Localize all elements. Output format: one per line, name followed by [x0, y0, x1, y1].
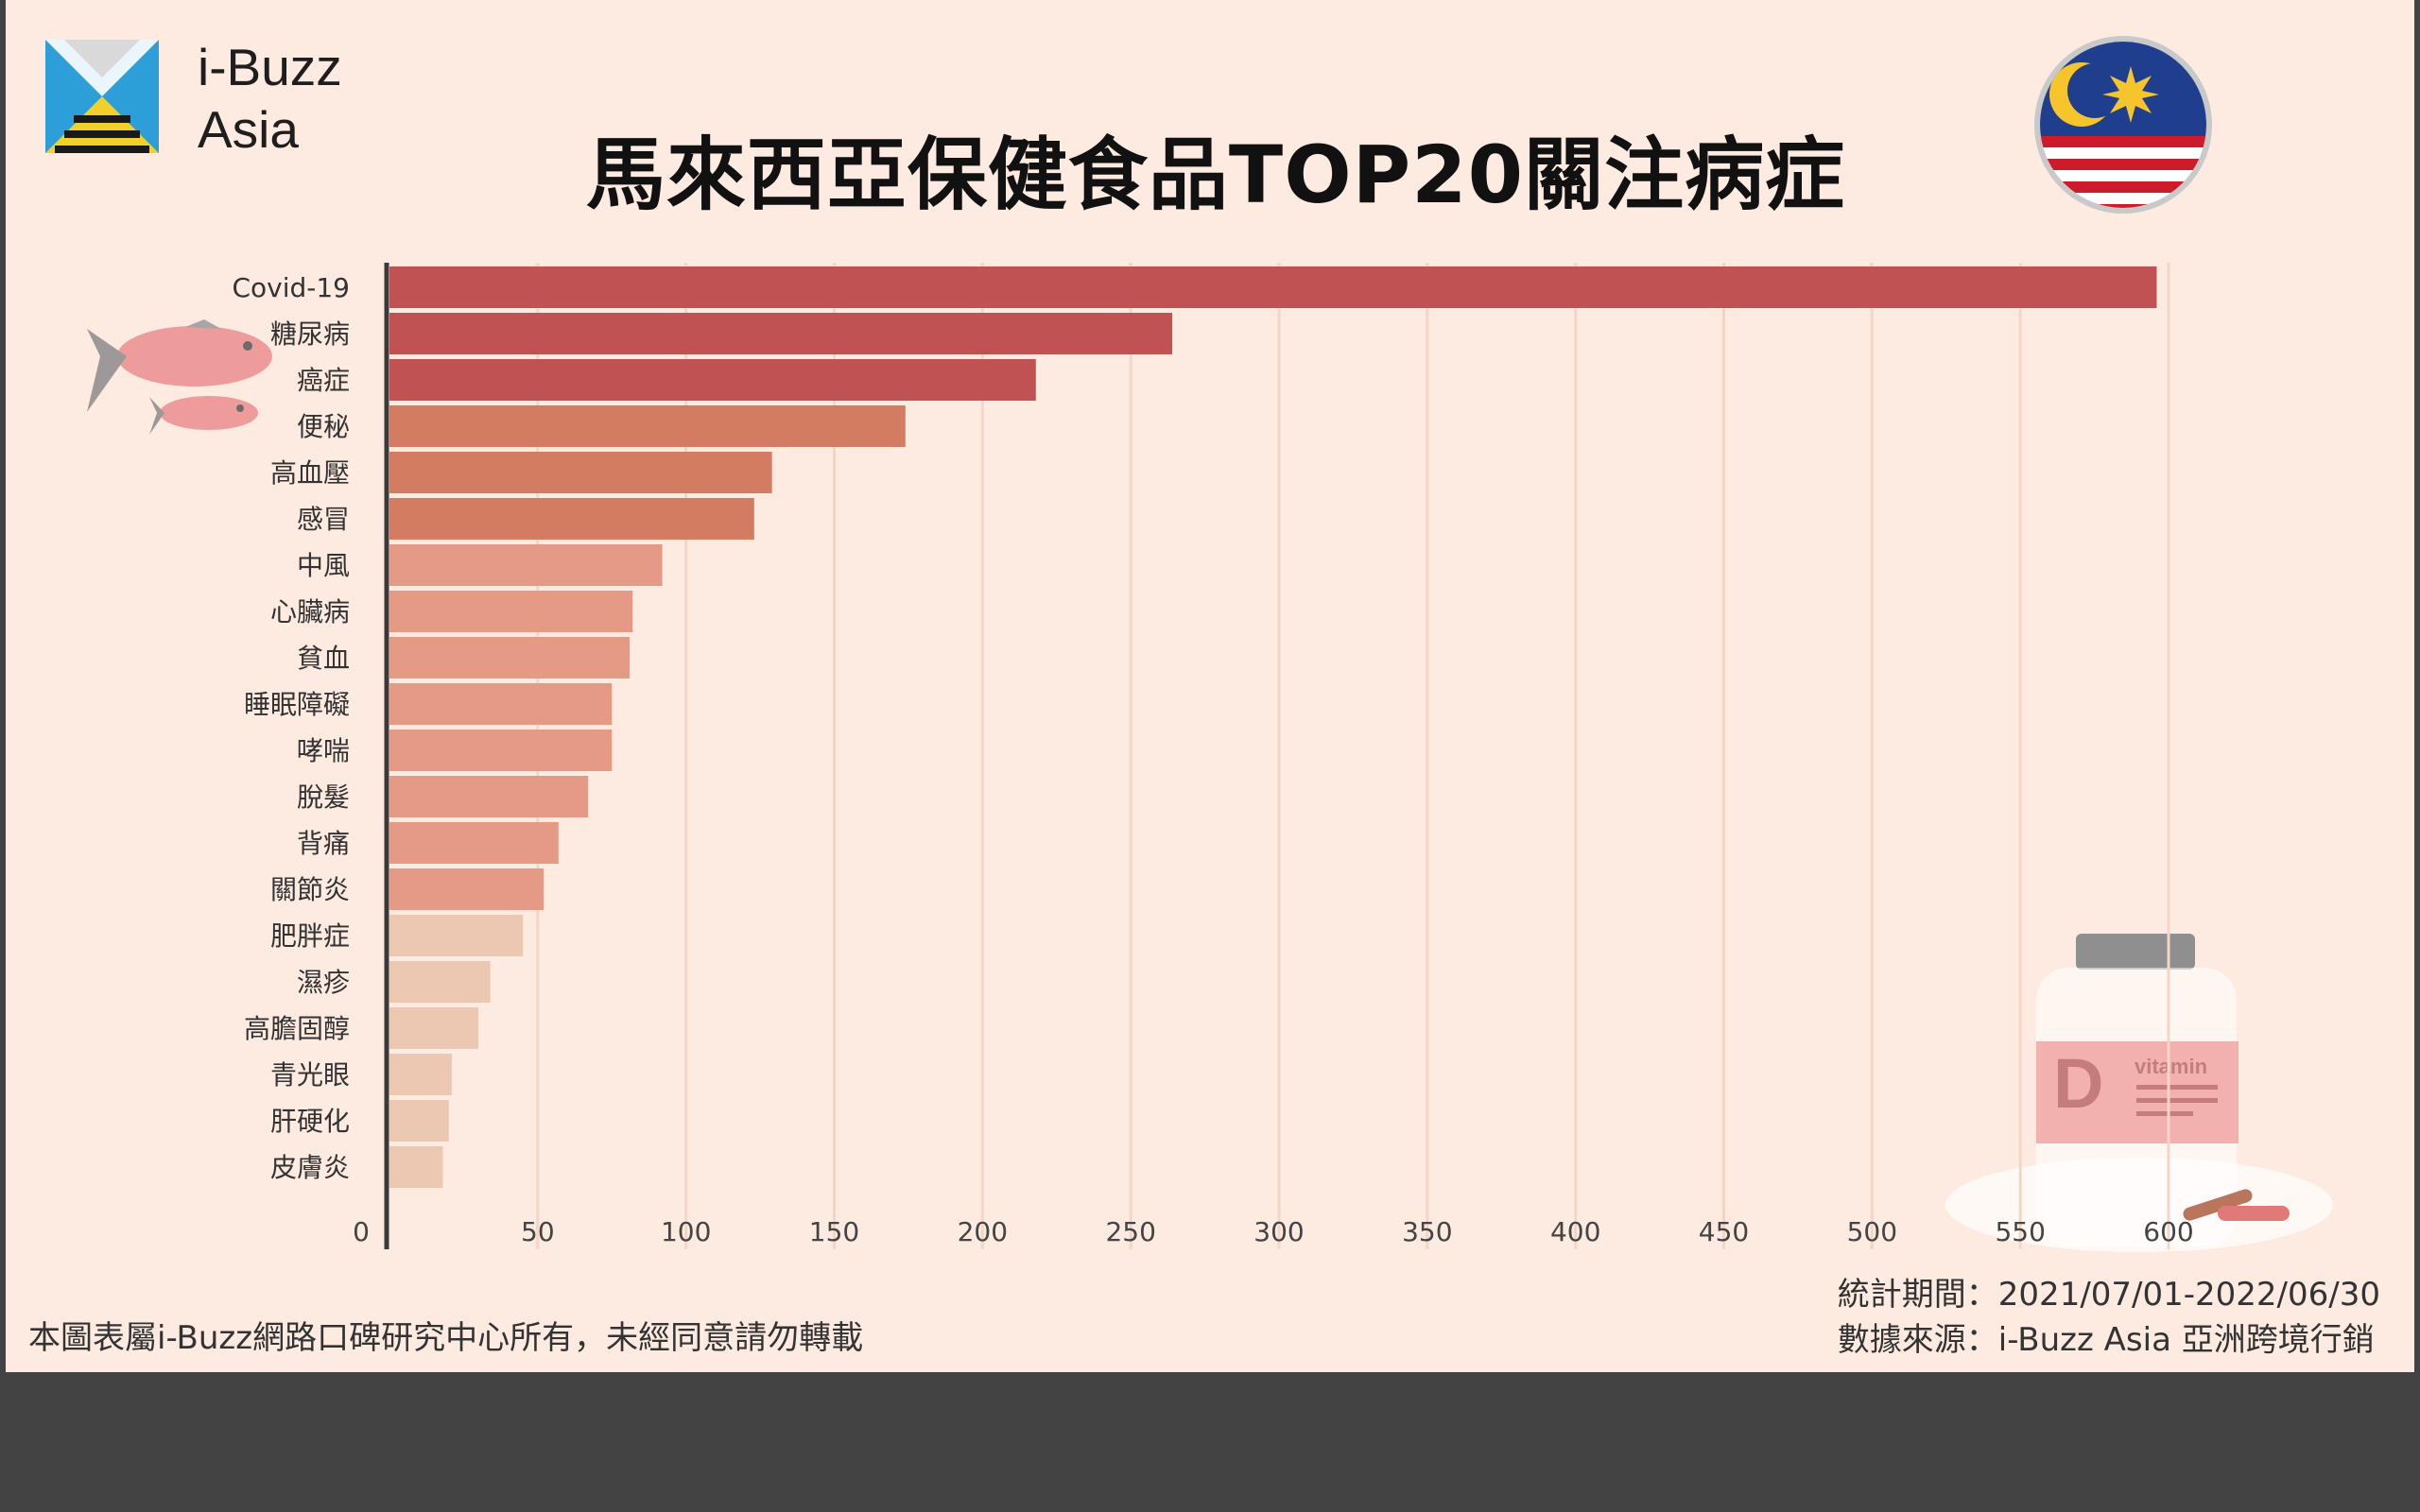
bar	[389, 1007, 479, 1049]
x-tick-label: 400	[1550, 1216, 1600, 1247]
bar	[389, 1146, 443, 1188]
bar	[389, 591, 633, 632]
brand-name-line1: i-Buzz	[198, 38, 342, 96]
ibuzz-logo-icon	[45, 40, 159, 153]
x-tick-label: 300	[1253, 1216, 1304, 1247]
bar	[389, 683, 613, 725]
category-label: 皮膚炎	[270, 1152, 350, 1183]
x-tick-label: 550	[1995, 1216, 2045, 1247]
data-meta-block: 統計期間：2021/07/01-2022/06/30 數據來源：i-Buzz A…	[1838, 1272, 2380, 1363]
data-source: 數據來源：i-Buzz Asia 亞洲跨境行銷	[1837, 1321, 2375, 1359]
bar	[389, 822, 559, 864]
bar	[389, 359, 1036, 401]
category-label: 肥胖症	[270, 920, 350, 952]
chart-canvas: D vitamin Covid-19 糖尿病癌症便秘高血壓感冒中風心臟病貧血睡眠障…	[45, 36, 2333, 1252]
category-label: 貧血	[297, 643, 350, 674]
x-tick-label: 100	[661, 1216, 711, 1247]
category-label: 癌症	[297, 365, 350, 396]
bar	[389, 730, 613, 771]
x-tick-label: 500	[1847, 1216, 1897, 1247]
category-label: 便秘	[297, 411, 350, 442]
bar	[389, 266, 2157, 308]
chart-title: 馬來西亞保健食品TOP20關注病症	[585, 129, 1846, 221]
bar	[389, 1100, 449, 1142]
chart-category-labels: Covid-19 糖尿病癌症便秘高血壓感冒中風心臟病貧血睡眠障礙哮喘脫髮背痛關節炎…	[232, 272, 350, 1183]
infographic-card: D vitamin Covid-19 糖尿病癌症便秘高血壓感冒中風心臟病貧血睡眠障…	[6, 0, 2414, 1372]
vitamin-bottle-icon: D vitamin	[1945, 934, 2333, 1252]
category-label: 高膽固醇	[244, 1013, 350, 1044]
category-label: 感冒	[297, 504, 350, 535]
bar	[389, 313, 1173, 354]
category-label: 中風	[297, 550, 350, 581]
chart-bars	[389, 266, 2157, 1188]
category-label: 關節炎	[270, 874, 350, 905]
bar	[389, 452, 772, 493]
category-label: 青光眼	[270, 1059, 350, 1091]
category-label: 肝硬化	[270, 1106, 350, 1137]
bottle-label-letter: D	[2053, 1044, 2103, 1123]
category-label: 哮喘	[297, 735, 350, 766]
category-label: 睡眠障礙	[244, 689, 350, 720]
x-tick-label: 250	[1105, 1216, 1155, 1247]
brand-logo-text: i-Buzz Asia	[198, 36, 342, 161]
x-tick-label: 200	[958, 1216, 1008, 1247]
bar	[389, 498, 754, 540]
bar	[389, 868, 544, 910]
bar	[389, 915, 524, 956]
copyright-notice: 本圖表屬i-Buzz網路口碑研究中心所有，未經同意請勿轉載	[28, 1319, 864, 1357]
category-label: 背痛	[297, 828, 350, 859]
bar	[389, 544, 663, 586]
bottle-label-word: vitamin	[2135, 1055, 2207, 1078]
category-label: 心臟病	[270, 596, 350, 627]
x-tick-label: 450	[1699, 1216, 1749, 1247]
bar	[389, 1054, 452, 1095]
x-tick-label: 50	[521, 1216, 555, 1247]
category-label: 脫髮	[297, 782, 350, 813]
statistics-period: 統計期間：2021/07/01-2022/06/30	[1837, 1276, 2380, 1314]
x-tick-label: 150	[809, 1216, 859, 1247]
chart-tick-labels: 0 50 100 150 200 250 300 350 400 450 500 550 600	[353, 1216, 2194, 1247]
bar	[389, 961, 491, 1003]
brand-name-line2: Asia	[198, 100, 299, 159]
x-tick-label: 350	[1402, 1216, 1452, 1247]
category-label: 高血壓	[270, 457, 350, 489]
bar	[389, 776, 589, 817]
bar	[389, 405, 906, 447]
category-label: Covid-19	[232, 272, 350, 303]
fish-icon	[87, 319, 272, 435]
bar	[389, 637, 631, 679]
category-label: 糖尿病	[270, 318, 350, 350]
x-tick-label: 600	[2143, 1216, 2193, 1247]
x-tick-label: 0	[353, 1216, 370, 1247]
malaysia-flag-icon	[2034, 36, 2212, 214]
category-label: 濕疹	[297, 967, 350, 998]
